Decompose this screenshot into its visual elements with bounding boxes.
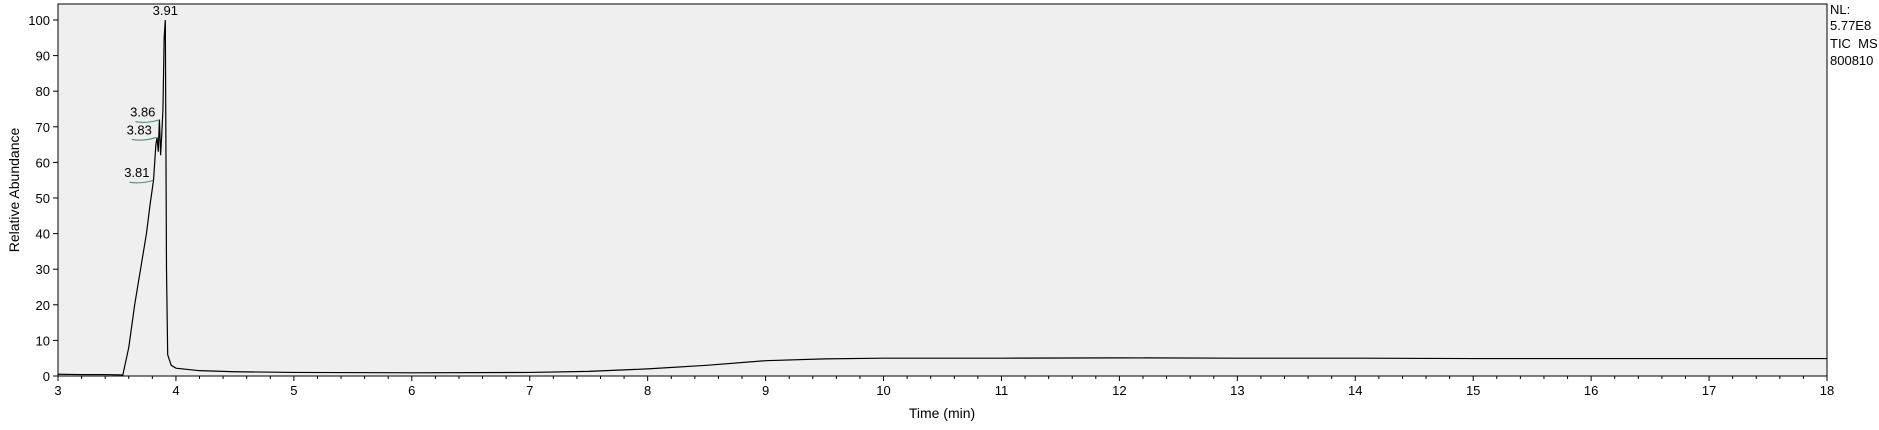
- y-tick-label: 10: [36, 333, 50, 348]
- info-line-2: 5.77E8: [1830, 18, 1871, 33]
- peak-labels: 3.91 3.86 3.83 3.81: [124, 3, 178, 180]
- y-axis: 0 10 20 30 40 50 60 70 80 90 100: [28, 13, 58, 384]
- x-tick-label: 17: [1702, 383, 1716, 398]
- y-tick-label: 80: [36, 84, 50, 99]
- x-tick-label: 12: [1112, 383, 1126, 398]
- x-tick-label: 15: [1466, 383, 1480, 398]
- y-tick-label: 0: [43, 369, 50, 384]
- x-tick-label: 14: [1348, 383, 1362, 398]
- peak-label: 3.91: [153, 3, 178, 18]
- x-tick-label: 6: [408, 383, 415, 398]
- y-tick-label: 20: [36, 298, 50, 313]
- y-tick-label: 30: [36, 262, 50, 277]
- x-tick-label: 11: [995, 383, 1009, 398]
- y-tick-label: 50: [36, 191, 50, 206]
- y-axis-title: Relative Abundance: [6, 128, 22, 253]
- x-tick-label: 10: [876, 383, 890, 398]
- x-tick-label: 4: [172, 383, 179, 398]
- y-tick-label: 60: [36, 155, 50, 170]
- x-tick-label: 7: [526, 383, 533, 398]
- x-tick-label: 3: [54, 383, 61, 398]
- x-tick-label: 13: [1230, 383, 1244, 398]
- info-line-1: NL:: [1830, 2, 1850, 17]
- peak-marker: [129, 179, 154, 184]
- info-line-3: TIC MS: [1830, 36, 1878, 51]
- peak-label: 3.81: [124, 165, 149, 180]
- peak-label: 3.86: [130, 105, 155, 120]
- tic-trace-line: [57, 19, 1827, 376]
- trace-info: NL: 5.77E8 TIC MS 800810: [1830, 2, 1878, 68]
- x-tick-label: 8: [644, 383, 651, 398]
- x-axis-title: Time (min): [909, 405, 975, 421]
- y-tick-label: 70: [36, 120, 50, 135]
- x-tick-label: 16: [1584, 383, 1598, 398]
- plot-area: [57, 3, 1828, 377]
- peak-marker: [135, 119, 160, 123]
- peak-markers: [129, 119, 160, 184]
- peak-label: 3.83: [127, 122, 152, 137]
- x-tick-label: 9: [762, 383, 769, 398]
- x-tick-label: 18: [1820, 383, 1834, 398]
- x-axis: 3 4 5 6 7 8 9 10 11 12 13 14 15 16 17 18: [54, 376, 1834, 398]
- peak-marker: [131, 137, 157, 141]
- info-line-4: 800810: [1830, 53, 1873, 68]
- x-tick-label: 5: [290, 383, 297, 398]
- y-tick-label: 90: [36, 49, 50, 64]
- y-tick-label: 100: [28, 13, 50, 28]
- y-tick-label: 40: [36, 227, 50, 242]
